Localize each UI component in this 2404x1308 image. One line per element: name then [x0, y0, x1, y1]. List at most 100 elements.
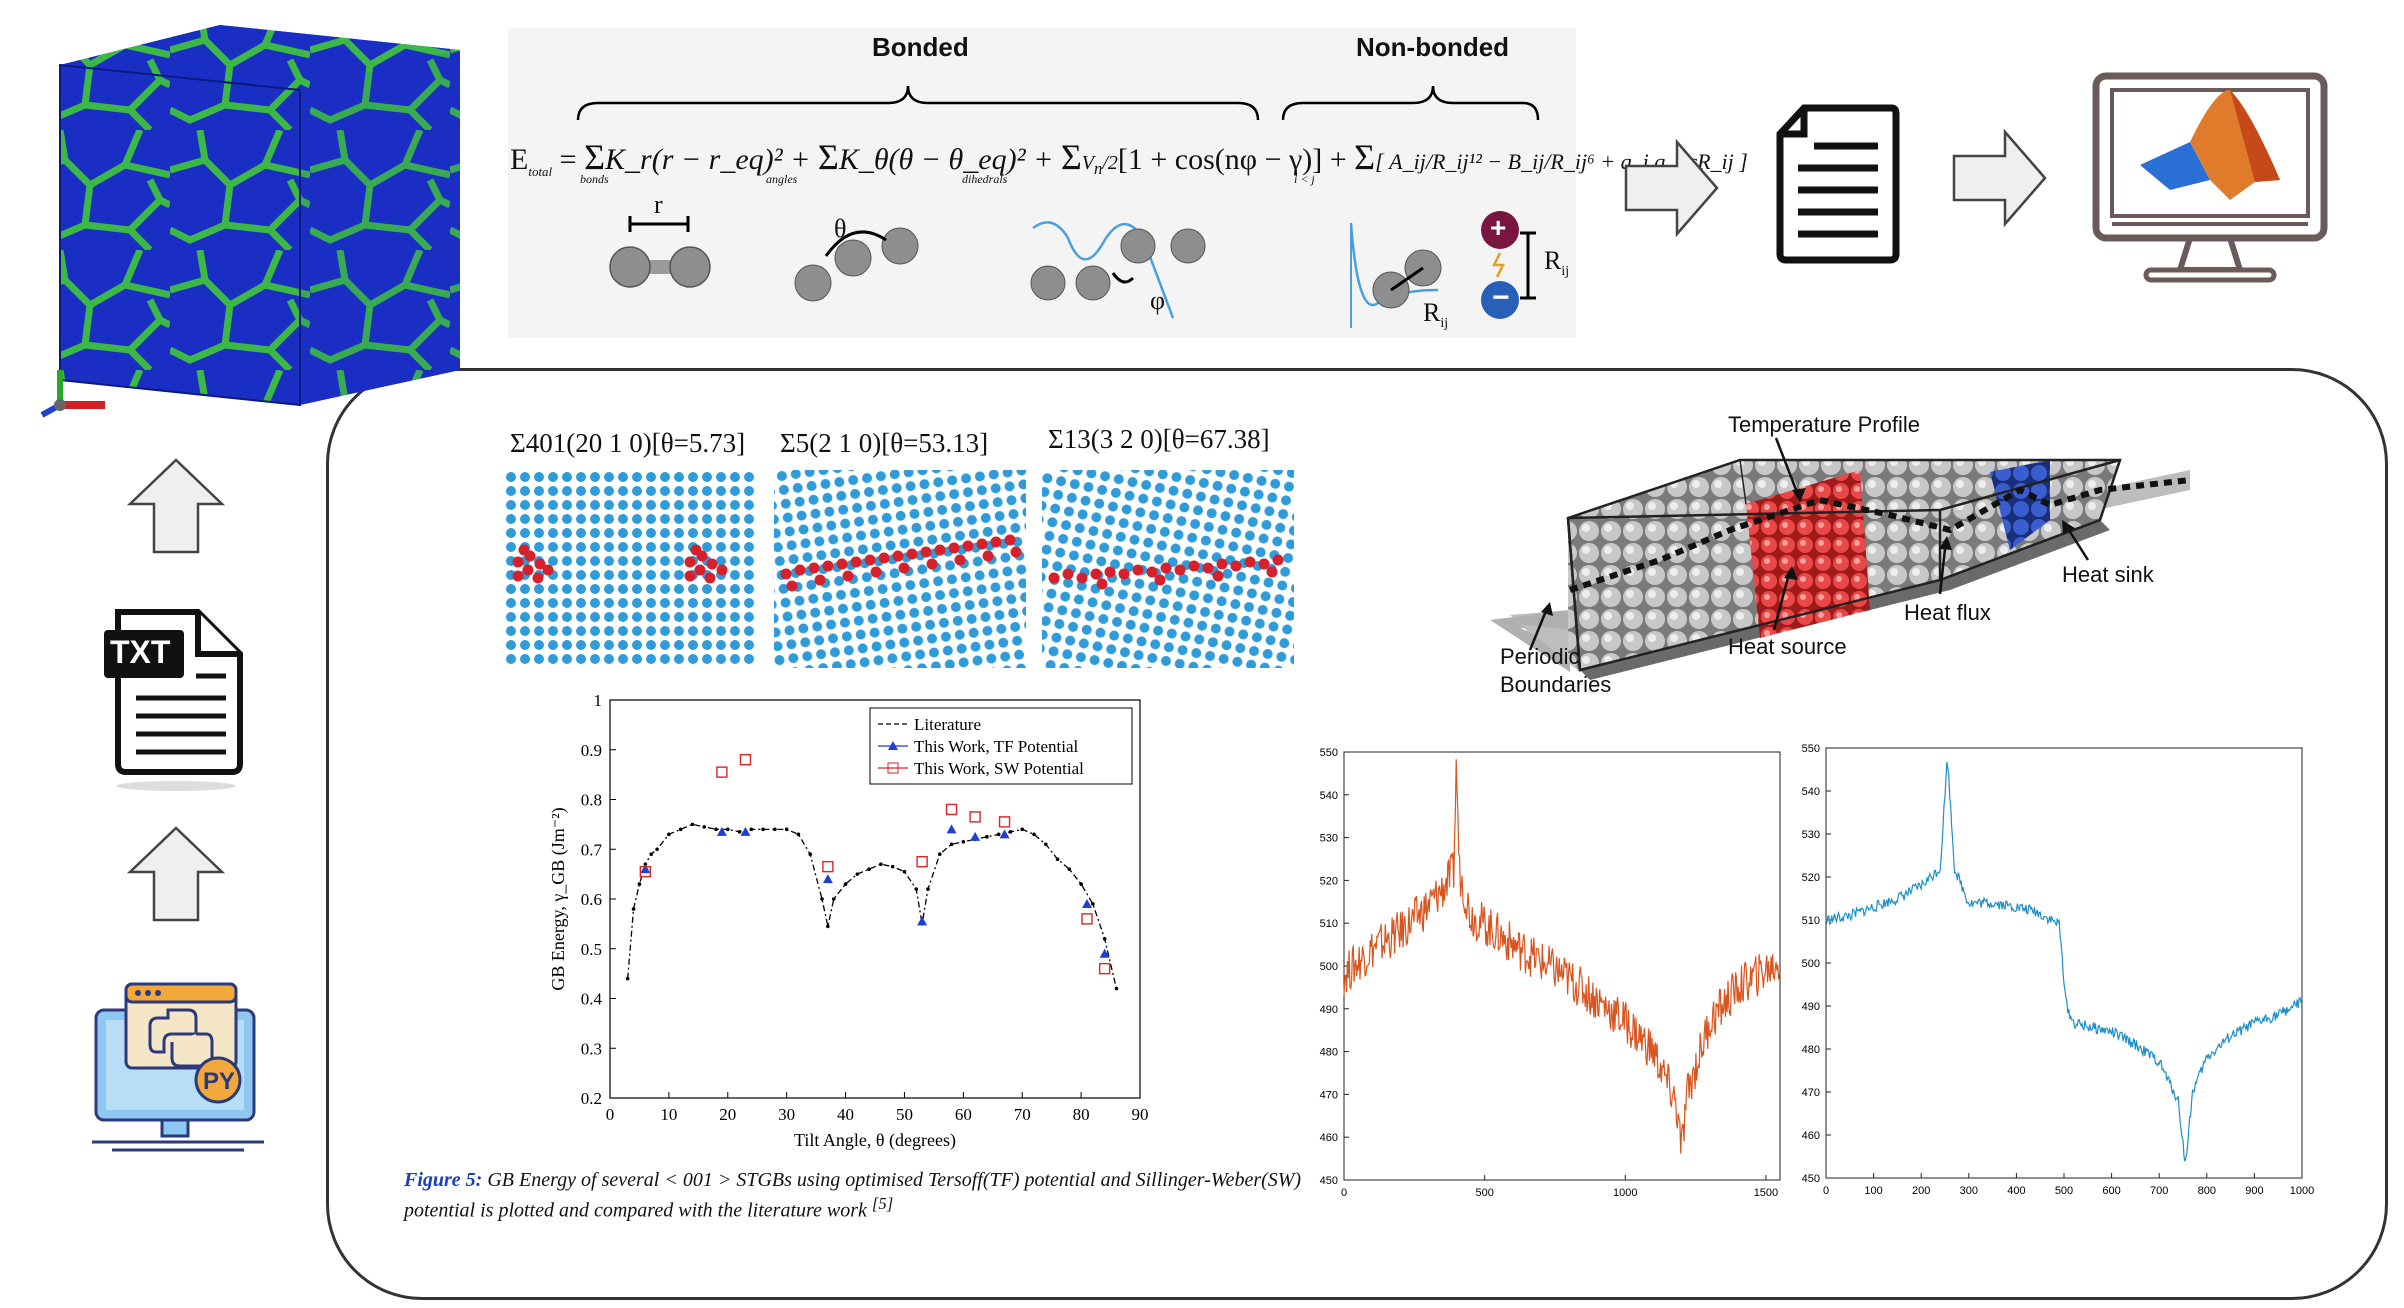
- point-literature: [890, 864, 895, 869]
- point-tf: [822, 874, 833, 884]
- point-literature: [690, 822, 695, 827]
- y-tick-label: 530: [1802, 829, 1820, 841]
- point-literature: [667, 832, 671, 837]
- y-tick-label: 450: [1802, 1173, 1820, 1185]
- legend-marker: [888, 741, 898, 750]
- arrow-up-icon: [126, 826, 226, 922]
- figure-caption-ref: [5]: [871, 1194, 894, 1213]
- temperature-profile-chart-1: 0 500 1000 1500 450 460 470 480 490 500 510 520 530 5…: [1320, 747, 1781, 1199]
- y-tick-label: 470: [1320, 1089, 1338, 1101]
- point-literature: [937, 852, 942, 857]
- y-tick-label: 460: [1802, 1130, 1820, 1142]
- minus-charge: −: [1492, 281, 1510, 314]
- arrow-up-icon: [126, 458, 226, 554]
- x-tick-label: 600: [2102, 1185, 2120, 1197]
- y-tick-label: 540: [1320, 790, 1338, 802]
- y-tick-label: 0.9: [581, 741, 602, 760]
- eq-term-angles: K_θ(θ − θ_eq)² +: [838, 143, 1054, 176]
- figure-caption: Figure 5: GB Energy of several < 001 > S…: [404, 1168, 1304, 1223]
- y-tick-label: 470: [1802, 1087, 1820, 1099]
- force-field-diagram: [576, 85, 1540, 328]
- figure-caption-text: GB Energy of several < 001 > STGBs using…: [404, 1169, 1302, 1222]
- x-tick-label: 0: [606, 1105, 615, 1124]
- y-tick-label: 0.4: [581, 990, 603, 1009]
- legend-label: This Work, SW Potential: [914, 759, 1084, 778]
- point-literature: [637, 882, 642, 886]
- point-sw: [998, 816, 1011, 828]
- x-tick-label: 60: [955, 1105, 972, 1124]
- point-literature: [631, 907, 636, 911]
- y-tick-label: 0.7: [581, 840, 603, 859]
- txt-file-icon: [104, 609, 243, 791]
- y-tick-label: 0.8: [581, 791, 602, 810]
- txt-label: TXT: [110, 634, 171, 670]
- energy-equation: Etotal = ΣK_r(r − r_eq)² + ΣK_θ(θ − θ_eq…: [510, 137, 1748, 179]
- y-tick-label: 480: [1802, 1044, 1820, 1056]
- point-literature: [1055, 857, 1060, 861]
- gb-lattice-image-2: [774, 470, 1026, 668]
- y-tick-label: 480: [1320, 1047, 1338, 1059]
- x-axis-label: Tilt Angle, θ (degrees): [794, 1130, 956, 1151]
- eq-lhs-sub: total: [528, 164, 553, 179]
- y-tick-label: 530: [1320, 833, 1338, 845]
- heat-sink-label: Heat sink: [2062, 562, 2154, 587]
- eq-term-dihedrals: [1 + cos(nφ − γ)] +: [1117, 143, 1347, 176]
- point-literature: [831, 897, 836, 901]
- y-tick-label: 510: [1320, 918, 1338, 930]
- point-literature: [749, 827, 754, 832]
- point-literature: [1067, 867, 1072, 871]
- y-tick-label: 1: [594, 691, 603, 710]
- py-label: PY: [203, 1068, 236, 1095]
- point-literature: [761, 827, 765, 832]
- bond-length-symbol: r: [654, 190, 663, 219]
- x-tick-label: 500: [1475, 1187, 1493, 1199]
- x-tick-label: 30: [778, 1105, 795, 1124]
- point-tf: [917, 916, 928, 926]
- arrow-right-icon: [1624, 138, 1719, 238]
- temperature-profile-chart-2: 0 100 200 300 400 500 600 700 800 900 1000 450 460 47…: [1802, 743, 2315, 1197]
- point-literature: [1043, 842, 1048, 847]
- nonbonded-label: Non-bonded: [1356, 32, 1510, 62]
- point-literature: [796, 832, 801, 837]
- dihedral-symbol: φ: [1150, 286, 1166, 315]
- point-sw: [969, 811, 981, 823]
- y-tick-label: 460: [1320, 1132, 1338, 1144]
- x-tick-label: 0: [1341, 1187, 1347, 1199]
- gb-panel-title-3: Σ13(3 2 0)[θ=67.38]: [1048, 424, 1270, 454]
- point-literature: [784, 827, 789, 832]
- y-tick-label: 550: [1802, 743, 1820, 755]
- results-frame: [326, 368, 2388, 1300]
- x-tick-label: 0: [1823, 1185, 1829, 1197]
- x-tick-label: 70: [1014, 1105, 1031, 1124]
- point-literature: [1020, 827, 1025, 832]
- point-literature: [867, 867, 871, 871]
- point-literature: [949, 842, 954, 847]
- point-literature: [625, 976, 630, 981]
- y-tick-label: 0.6: [581, 890, 602, 909]
- point-sw: [916, 855, 928, 868]
- x-tick-label: 1000: [2290, 1185, 2314, 1197]
- x-tick-label: 900: [2245, 1185, 2263, 1197]
- y-tick-label: 510: [1802, 915, 1820, 927]
- point-tf: [999, 829, 1010, 839]
- point-tf: [716, 826, 727, 836]
- x-tick-label: 300: [1960, 1185, 1978, 1197]
- x-tick-label: 80: [1073, 1105, 1090, 1124]
- point-literature: [855, 872, 860, 876]
- x-tick-label: 40: [837, 1105, 854, 1124]
- sub-dihedrals: dihedrals: [962, 172, 1008, 186]
- temperature-profile-label: Temperature Profile: [1728, 412, 1920, 437]
- x-tick-label: 10: [660, 1105, 677, 1124]
- point-tf: [740, 826, 751, 836]
- x-tick-label: 1500: [1754, 1187, 1778, 1199]
- legend-label: This Work, TF Potential: [914, 737, 1079, 756]
- y-axis-label: GB Energy, γ_GB (Jm⁻²): [548, 807, 569, 990]
- point-tf: [970, 831, 981, 841]
- legend-label: Literature: [914, 715, 981, 734]
- legend-marker: [887, 762, 899, 774]
- point-sw: [1098, 962, 1111, 975]
- point-literature: [985, 835, 989, 839]
- thermal-conductivity-schematic: [1490, 437, 2191, 680]
- point-literature: [1102, 937, 1107, 941]
- point-literature: [1032, 832, 1036, 837]
